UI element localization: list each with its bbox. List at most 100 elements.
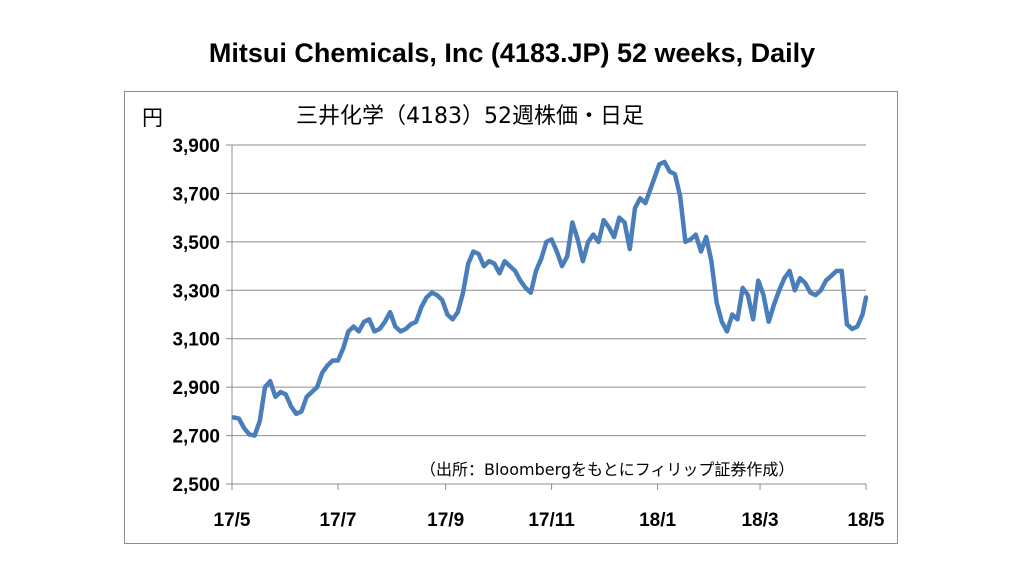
grid-lines: [232, 144, 866, 437]
price-data-point: [347, 330, 350, 333]
price-data-point: [629, 248, 631, 250]
price-data-point: [674, 173, 676, 175]
price-data-point: [420, 306, 423, 309]
price-data-point: [295, 413, 298, 415]
price-data-point: [762, 294, 765, 296]
price-data-point: [248, 433, 251, 436]
price-data-point: [243, 427, 245, 430]
price-data-point: [566, 255, 568, 258]
x-tick-label: 18/5: [848, 510, 885, 531]
price-data-point: [431, 291, 433, 294]
price-data-point: [556, 250, 558, 253]
price-data-point: [736, 318, 739, 321]
price-data-point: [300, 410, 303, 413]
price-data-point: [804, 282, 806, 284]
price-data-point: [519, 279, 522, 282]
price-data-point: [337, 359, 339, 362]
price-data-point: [679, 195, 681, 197]
x-tick-label: 18/3: [742, 510, 779, 531]
price-data-point: [689, 238, 692, 241]
price-data-point: [861, 313, 864, 316]
y-axis-unit-label: 円: [142, 106, 163, 130]
price-data-point: [530, 291, 532, 294]
y-tick-label: 2,700: [172, 427, 220, 448]
price-data-point: [830, 275, 833, 277]
price-data-point: [457, 311, 459, 313]
price-data-point: [326, 364, 329, 367]
price-data-point: [846, 323, 848, 326]
price-data-point: [493, 262, 496, 265]
price-data-point: [695, 233, 697, 236]
price-data-point: [576, 238, 579, 241]
source-note: （出所：Bloombergをもとにフィリップ証券作成）: [420, 460, 794, 479]
price-data-point: [488, 260, 490, 263]
price-data-point: [503, 260, 506, 263]
price-data-point: [752, 318, 754, 321]
price-data-point: [602, 219, 605, 221]
price-data-point: [623, 221, 626, 224]
price-data-point: [865, 296, 867, 299]
price-data-point: [509, 265, 511, 267]
price-data-point: [561, 265, 563, 267]
price-data-point: [705, 236, 707, 238]
price-data-point: [613, 236, 615, 238]
price-data-point: [232, 416, 235, 419]
price-data-point: [840, 270, 843, 272]
price-data-point: [545, 241, 548, 243]
price-data-point: [634, 207, 636, 209]
price-data-point: [253, 434, 256, 437]
price-data-point: [462, 291, 464, 294]
price-data-point: [305, 396, 308, 398]
price-data-point: [794, 289, 796, 292]
y-tick-label: 3,700: [172, 184, 220, 205]
price-data-point: [715, 301, 718, 304]
price-data-point: [820, 289, 822, 292]
price-data-point: [514, 270, 516, 272]
price-data-point: [592, 233, 595, 236]
price-data-point: [321, 371, 324, 374]
chart-title: 三井化学（4183）52週株価・日足: [296, 104, 644, 129]
price-data-point: [587, 241, 589, 243]
price-data-point: [415, 321, 417, 323]
price-data-point: [731, 313, 734, 316]
price-data-point: [467, 262, 470, 265]
price-data-point: [378, 328, 381, 330]
price-data-point: [259, 420, 261, 422]
price-data-point: [441, 299, 444, 301]
y-tick-label: 3,100: [172, 330, 220, 351]
price-data-point: [710, 260, 713, 263]
price-data-point: [788, 270, 791, 272]
price-data-point: [425, 296, 428, 299]
x-tick-label: 18/1: [639, 510, 676, 531]
price-data-point: [721, 321, 723, 323]
x-tick-label: 17/9: [427, 510, 464, 531]
price-data-point: [799, 277, 801, 280]
price-data-point: [399, 330, 402, 333]
y-tick-label: 3,300: [172, 281, 220, 302]
page-title: Mitsui Chemicals, Inc (4183.JP) 52 weeks…: [208, 38, 816, 68]
price-data-point: [597, 241, 600, 243]
price-data-point: [773, 304, 775, 306]
price-data-point: [524, 287, 527, 289]
price-data-point: [684, 241, 687, 243]
price-data-point: [663, 161, 666, 163]
price-data-point: [368, 318, 371, 321]
price-data-point: [540, 258, 542, 260]
price-data-point: [649, 187, 652, 190]
x-axis-ticks: 17/5 17/7 17/9 17/11 18/1 18/3 18/5: [214, 484, 885, 531]
price-data-point: [483, 265, 485, 267]
price-data-point: [384, 321, 386, 323]
price-data-point: [814, 294, 817, 296]
price-data-point: [352, 325, 355, 328]
price-data-point: [279, 391, 282, 393]
price-data-point: [571, 221, 574, 224]
price-data-point: [835, 270, 838, 272]
price-data-point: [394, 325, 397, 328]
price-data-point: [404, 328, 407, 330]
price-data-point: [767, 321, 770, 323]
price-data-point: [851, 328, 853, 330]
price-data-point: [316, 386, 318, 388]
price-data-point: [311, 391, 313, 393]
price-data-point: [477, 253, 480, 255]
